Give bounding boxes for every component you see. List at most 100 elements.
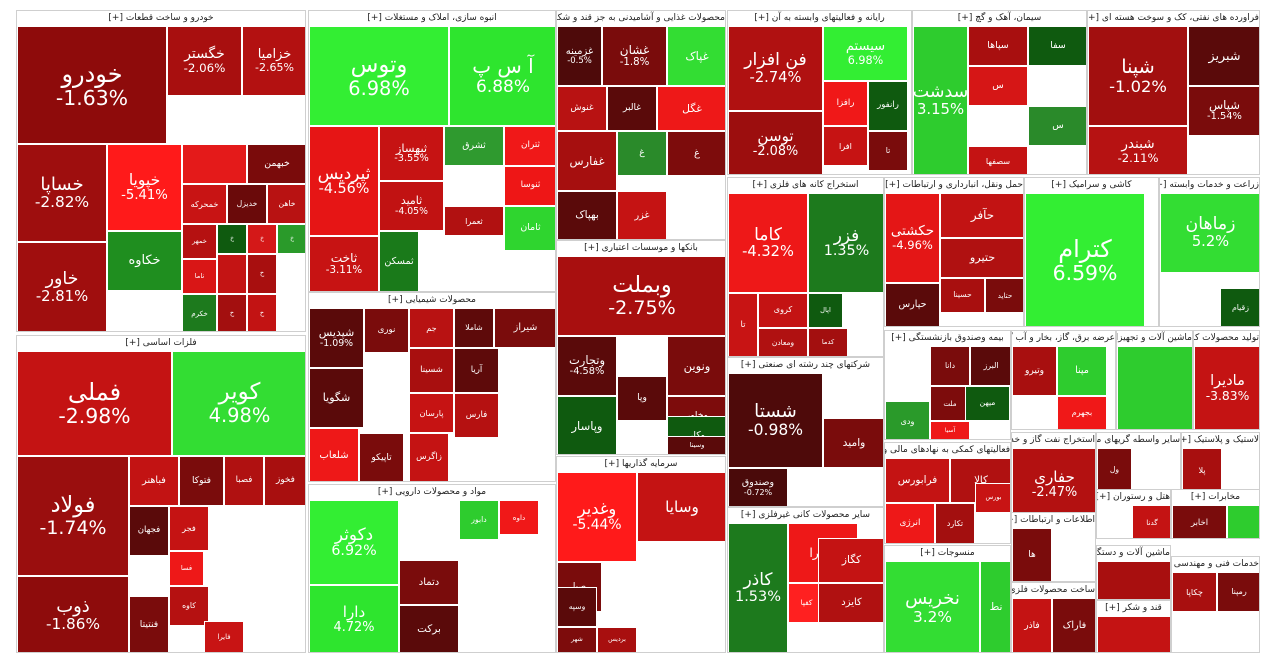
tile-جم[interactable]: جم [409, 308, 454, 348]
tile-رافزا[interactable]: رافزا [823, 81, 868, 126]
tile-خبهمن[interactable]: خبهمن [247, 144, 305, 184]
tile-فباهنر[interactable]: فباهنر [129, 456, 179, 506]
tile-ثعمرا[interactable]: ثعمرا [444, 206, 504, 236]
tile-کترام[interactable]: کترام 6.59% [1025, 193, 1145, 326]
tile-کروی[interactable]: کروی [758, 293, 808, 328]
tile-شاملا[interactable]: شاملا [454, 308, 494, 348]
tile-دکوثر[interactable]: دکوثر 6.92% [309, 500, 399, 585]
tile-شبریز[interactable]: شبریز [1188, 26, 1259, 86]
sector-header[interactable]: محصولات غذایی و آشامیدنی به جز قند و شکر… [557, 11, 725, 26]
tile-بهپاک[interactable]: بهپاک [557, 191, 617, 239]
tile-وسپه[interactable]: وسپه [557, 587, 597, 627]
tile-مپنا[interactable]: مپنا [1057, 346, 1107, 396]
tile-فجر[interactable]: فجر [169, 506, 209, 551]
sector-header[interactable]: قند و شکر [+] [1097, 601, 1170, 616]
tile-شگویا[interactable]: شگویا [309, 368, 364, 428]
tile-خساپا[interactable]: خساپا -2.82% [17, 144, 107, 242]
tile-تاپیکو[interactable]: تاپیکو [359, 433, 404, 481]
tile-انرژی[interactable]: انرژی [885, 503, 935, 543]
sector-header[interactable]: زراعت و خدمات وابسته [+] [1160, 178, 1259, 193]
tile-خزامیا[interactable]: خزامیا -2.65% [242, 26, 305, 96]
sector-header[interactable]: شرکتهای چند رشته ای صنعتی [+] [728, 358, 883, 373]
tile-وتوس[interactable]: وتوس 6.98% [309, 26, 449, 126]
sector-header[interactable]: منسوجات [+] [885, 546, 1010, 561]
tile-بجهرم[interactable]: بجهرم [1057, 396, 1107, 429]
tile-شیراز[interactable]: شیراز [494, 308, 555, 348]
tile-فن-افزار[interactable]: فن افزار -2.74% [728, 26, 823, 111]
sector-header[interactable]: بانکها و موسسات اعتباری [+] [557, 241, 725, 256]
tile-زماهان[interactable]: زماهان 5.2% [1160, 193, 1259, 273]
tile-خودرو[interactable]: خودرو -1.63% [17, 26, 167, 144]
tile-cell-0-17[interactable] [217, 254, 247, 294]
tile-اپال[interactable]: اپال [808, 293, 843, 328]
sector-header[interactable]: تولید محصولات کامپیوتری [+] [1194, 331, 1259, 346]
tile-کویر[interactable]: کویر 4.98% [172, 351, 305, 456]
tile-فولاد[interactable]: فولاد -1.74% [17, 456, 129, 576]
tile-خگستر[interactable]: خگستر -2.06% [167, 26, 242, 96]
tile-توسن[interactable]: توسن -2.08% [728, 111, 823, 174]
tile-فصبا[interactable]: فصبا [224, 456, 264, 506]
tile-نوری[interactable]: نوری [364, 308, 409, 353]
tile-سدشت[interactable]: سدشت 3.15% [913, 26, 968, 174]
tile-وغدیر[interactable]: وغدیر -5.44% [557, 472, 637, 562]
tile-ذوب[interactable]: ذوب -1.86% [17, 576, 129, 652]
tile-نط[interactable]: نط [980, 561, 1010, 652]
tile-گدنا[interactable]: گدنا [1132, 505, 1170, 538]
tile-خ[interactable]: خ [217, 294, 247, 331]
sector-header[interactable]: خودرو و ساخت قطعات [+] [17, 11, 305, 26]
tile-شپنا[interactable]: شپنا -1.02% [1088, 26, 1188, 126]
tile-رمپنا[interactable]: رمپنا [1217, 572, 1259, 612]
tile-ونوین[interactable]: ونوین [667, 336, 725, 396]
tile-کاوه[interactable]: کاوه [169, 586, 209, 626]
tile-رانفور[interactable]: رانفور [868, 81, 908, 131]
tile-فاراک[interactable]: فاراک [1052, 598, 1095, 652]
tile-شلعاب[interactable]: شلعاب [309, 428, 359, 481]
tile-فجهان[interactable]: فجهان [129, 506, 169, 556]
tile-برکت[interactable]: برکت [399, 605, 459, 652]
tile-شهر[interactable]: شهر [557, 627, 597, 652]
tile-فزر[interactable]: فزر 1.35% [808, 193, 883, 293]
tile-وسینا[interactable]: وسینا [667, 436, 725, 454]
tile-ثمسکن[interactable]: ثمسکن [379, 231, 419, 291]
tile-cell-28-1[interactable] [1227, 505, 1259, 538]
tile-البرز[interactable]: البرز [970, 346, 1010, 386]
tile-بورس[interactable]: بورس [975, 483, 1010, 513]
tile-غ[interactable]: غ [667, 131, 725, 176]
sector-header[interactable]: رایانه و فعالیتهای وابسته به آن [+] [728, 11, 911, 26]
sector-header[interactable]: مواد و محصولات دارویی [+] [309, 485, 555, 500]
tile-ثتران[interactable]: ثتران [504, 126, 555, 166]
tile-غ[interactable]: غ [617, 131, 667, 176]
tile-cell-15-0[interactable] [1117, 346, 1192, 429]
tile-حکشتی[interactable]: حکشتی -4.96% [885, 193, 940, 283]
tile-کاما[interactable]: کاما -4.32% [728, 193, 808, 293]
tile-دارا[interactable]: دارا 4.72% [309, 585, 399, 652]
tile-خمهر[interactable]: خمهر [182, 224, 217, 259]
sector-header[interactable]: انبوه سازی، املاک و مستغلات [+] [309, 11, 555, 26]
tile-غگل[interactable]: غگل [657, 86, 725, 131]
tile-حسینا[interactable]: حسینا [940, 278, 985, 313]
tile-ثامان[interactable]: ثامان [504, 206, 555, 251]
tile-حآفر[interactable]: حآفر [940, 193, 1023, 238]
sector-header[interactable]: لاستیک و پلاستیک [+] [1182, 433, 1259, 448]
sector-header[interactable]: فراورده های نفتی، کک و سوخت هسته ای [+] [1088, 11, 1259, 26]
tile-اخابر[interactable]: اخابر [1172, 505, 1227, 538]
tile-خپویا[interactable]: خپویا -5.41% [107, 144, 182, 231]
sector-header[interactable]: محصولات شیمیایی [+] [309, 293, 555, 308]
tile-کگاز[interactable]: کگاز [818, 538, 883, 583]
tile-تا[interactable]: تا [728, 293, 758, 356]
tile-بردیس[interactable]: بردیس [597, 627, 637, 652]
tile-میهن[interactable]: میهن [965, 386, 1010, 421]
tile-ثاخت[interactable]: ثاخت -3.11% [309, 236, 379, 291]
tile-فاذر[interactable]: فاذر [1012, 598, 1052, 652]
tile-cell-31-0[interactable] [1097, 616, 1170, 652]
tile-دانا[interactable]: دانا [930, 346, 970, 386]
tile-سپاها[interactable]: سپاها [968, 26, 1028, 66]
tile-شبندر[interactable]: شبندر -2.11% [1088, 126, 1188, 174]
sector-header[interactable]: استخراج کانه های فلزی [+] [728, 178, 883, 193]
tile-خاهن[interactable]: خاهن [267, 184, 305, 224]
tile-خکاوه[interactable]: خکاوه [107, 231, 182, 291]
sector-header[interactable]: ماشین آلات و تجهیزات [+] [1117, 331, 1192, 346]
tile-خ[interactable]: خ [247, 294, 277, 331]
tile-غزمینه[interactable]: غزمینه -0.5% [557, 26, 602, 86]
tile-خمحرکه[interactable]: خمحرکه [182, 184, 227, 224]
